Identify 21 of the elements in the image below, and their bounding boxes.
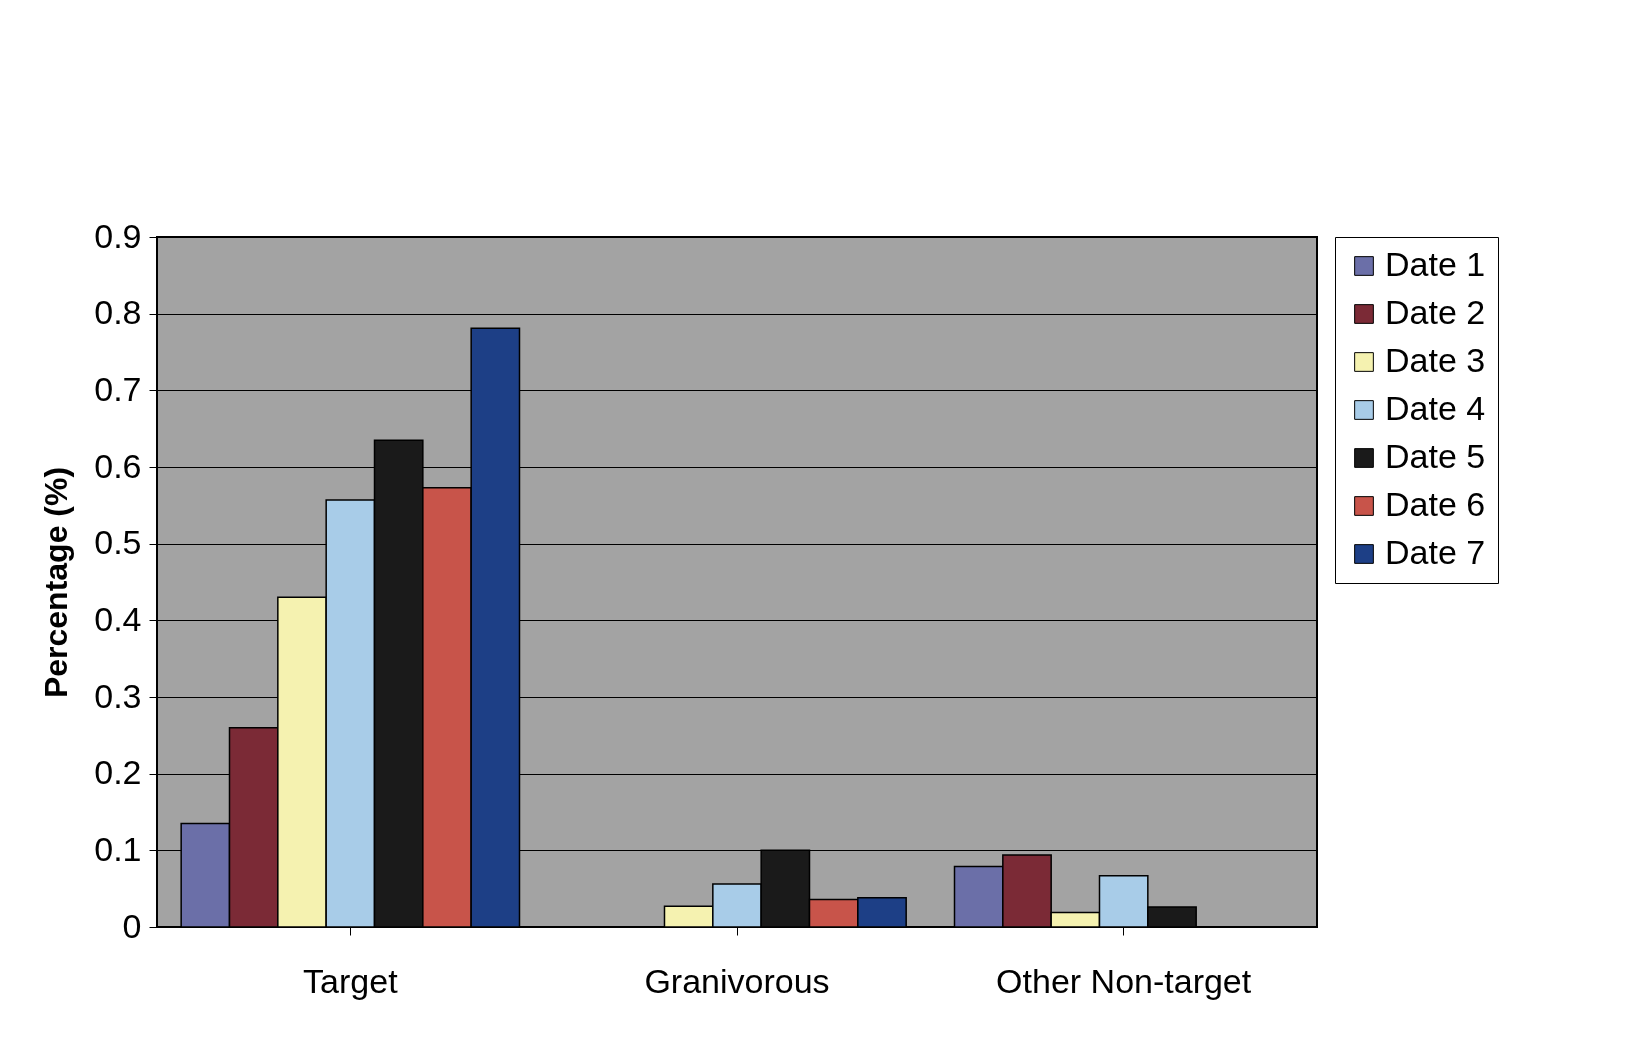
y-tick-label: 0: [122, 906, 142, 945]
x-tick-label: Granivorous: [644, 961, 830, 1000]
legend-label: Date 7: [1385, 533, 1486, 571]
y-tick-label: 0.8: [94, 293, 142, 332]
legend-label: Date 1: [1385, 245, 1486, 283]
y-tick-label: 0.6: [94, 446, 142, 485]
legend-label: Date 3: [1385, 341, 1486, 379]
y-tick-label: 0.2: [94, 753, 142, 792]
legend-label: Date 4: [1385, 389, 1486, 427]
y-tick-label: 0.3: [94, 676, 142, 715]
legend-label: Date 2: [1385, 293, 1486, 331]
y-axis-title: Percentage (%): [38, 466, 75, 699]
y-tick-label: 0.4: [94, 599, 142, 638]
y-tick-label: 0.9: [94, 216, 142, 255]
y-tick-label: 0.5: [94, 523, 142, 562]
x-tick-label: Other Non-target: [996, 961, 1252, 1000]
y-tick-label: 0.7: [94, 369, 142, 408]
x-tick-label: Target: [303, 961, 399, 1000]
y-tick-label: 0.1: [94, 829, 142, 868]
legend-label: Date 5: [1385, 437, 1486, 475]
legend-label: Date 6: [1385, 485, 1486, 523]
